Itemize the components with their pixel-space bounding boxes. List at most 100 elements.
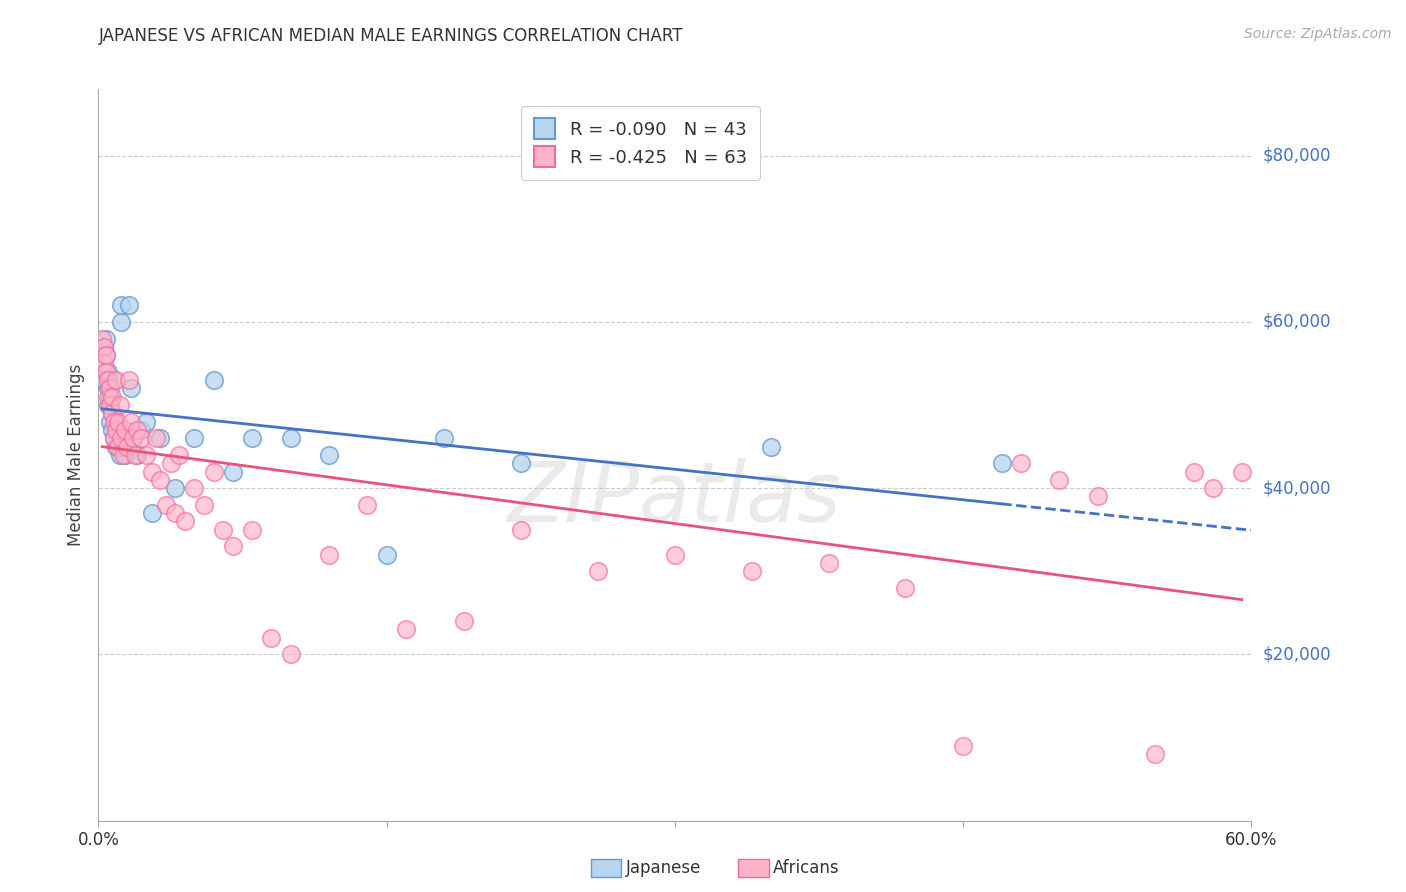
Point	[135, 415, 157, 429]
Point	[759, 440, 782, 454]
Point	[183, 431, 205, 445]
Point	[990, 456, 1012, 470]
Text: $20,000: $20,000	[1263, 646, 1331, 664]
Point	[97, 398, 120, 412]
Point	[93, 373, 115, 387]
Text: $40,000: $40,000	[1263, 479, 1331, 497]
Point	[98, 415, 121, 429]
Point	[145, 431, 167, 445]
Point	[212, 523, 235, 537]
Point	[117, 440, 138, 454]
Point	[375, 548, 398, 562]
Point	[1230, 465, 1253, 479]
Point	[280, 431, 302, 445]
Text: ZIP​atlas: ZIP​atlas	[508, 458, 842, 540]
Point	[91, 332, 114, 346]
Point	[122, 431, 145, 445]
Point	[510, 523, 533, 537]
Point	[129, 423, 152, 437]
Point	[101, 423, 124, 437]
Point	[222, 465, 245, 479]
Point	[110, 431, 132, 445]
Point	[97, 365, 120, 379]
Point	[125, 448, 148, 462]
Point	[433, 431, 456, 445]
Point	[453, 614, 475, 628]
Point	[120, 381, 142, 395]
Point	[149, 473, 172, 487]
Point	[202, 465, 225, 479]
Point	[97, 381, 120, 395]
Point	[112, 431, 135, 445]
Point	[149, 431, 172, 445]
Point	[510, 456, 533, 470]
Point	[952, 739, 974, 753]
Point	[97, 390, 120, 404]
Text: $60,000: $60,000	[1263, 313, 1331, 331]
Point	[222, 539, 245, 553]
Point	[165, 481, 187, 495]
Point	[129, 431, 152, 445]
Point	[94, 365, 117, 379]
Point	[101, 390, 124, 404]
Point	[1010, 456, 1032, 470]
Point	[122, 431, 145, 445]
Point	[174, 515, 197, 529]
Point	[117, 440, 138, 454]
Text: JAPANESE VS AFRICAN MEDIAN MALE EARNINGS CORRELATION CHART: JAPANESE VS AFRICAN MEDIAN MALE EARNINGS…	[98, 27, 683, 45]
Point	[94, 348, 117, 362]
Point	[120, 415, 142, 429]
Point	[103, 431, 125, 445]
Point	[110, 315, 132, 329]
Point	[112, 448, 135, 462]
Y-axis label: Median Male Earnings: Median Male Earnings	[66, 364, 84, 546]
Point	[101, 406, 124, 420]
Point	[103, 415, 125, 429]
Point	[108, 398, 131, 412]
Point	[817, 556, 839, 570]
Point	[202, 373, 225, 387]
Point	[160, 456, 183, 470]
Text: $80,000: $80,000	[1263, 146, 1331, 165]
Point	[118, 373, 141, 387]
Point	[98, 398, 121, 412]
Point	[97, 373, 120, 387]
Point	[1144, 747, 1167, 761]
Point	[98, 381, 121, 395]
Point	[141, 506, 163, 520]
Point	[118, 298, 141, 312]
Point	[135, 448, 157, 462]
Point	[94, 332, 117, 346]
Point	[1047, 473, 1070, 487]
Point	[107, 423, 129, 437]
Point	[183, 481, 205, 495]
Point	[165, 506, 187, 520]
Point	[93, 357, 115, 371]
Point	[193, 498, 215, 512]
Point	[114, 423, 136, 437]
Point	[91, 357, 114, 371]
Point	[356, 498, 378, 512]
Point	[101, 406, 124, 420]
Point	[104, 440, 127, 454]
Point	[318, 548, 340, 562]
Point	[155, 498, 177, 512]
Point	[240, 523, 263, 537]
Point	[1202, 481, 1225, 495]
Point	[107, 415, 129, 429]
Point	[108, 448, 131, 462]
Point	[1087, 490, 1109, 504]
Point	[167, 448, 190, 462]
Point	[104, 415, 127, 429]
Point	[98, 390, 121, 404]
Point	[1182, 465, 1205, 479]
Point	[894, 581, 917, 595]
Point	[114, 448, 136, 462]
Legend: R = -0.090   N = 43, R = -0.425   N = 63: R = -0.090 N = 43, R = -0.425 N = 63	[522, 105, 759, 180]
Point	[94, 348, 117, 362]
Point	[125, 423, 148, 437]
Point	[103, 431, 125, 445]
Point	[104, 373, 127, 387]
Point	[107, 440, 129, 454]
Point	[124, 448, 146, 462]
